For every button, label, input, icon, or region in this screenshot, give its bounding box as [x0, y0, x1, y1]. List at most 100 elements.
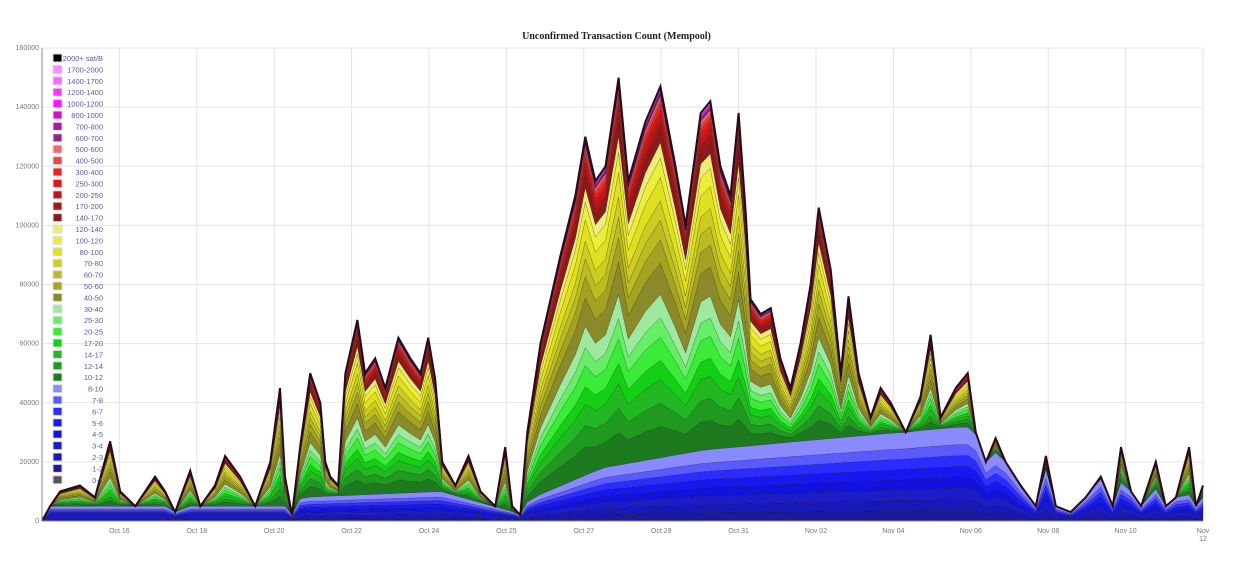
- legend-swatch: [52, 87, 63, 97]
- area-band-60-70: [41, 217, 1204, 522]
- legend-label: 14-17: [84, 350, 103, 359]
- legend-label: 2-3: [92, 453, 103, 462]
- area-band-7-8: [41, 444, 1204, 522]
- legend-swatch: [52, 144, 63, 154]
- legend-swatch: [52, 201, 63, 211]
- legend-label: 80-100: [80, 248, 103, 257]
- legend-label: 10-12: [84, 373, 103, 382]
- legend-swatch: [52, 452, 63, 462]
- legend-swatch: [52, 429, 63, 439]
- x-tick-label: Oct 16: [109, 528, 130, 535]
- legend-label: 800-1000: [71, 111, 103, 120]
- y-tick-label: 140000: [16, 104, 39, 111]
- legend-label: 700-800: [75, 122, 103, 131]
- legend-swatch: [52, 304, 63, 314]
- legend-swatch: [52, 235, 63, 245]
- x-tick-label: Oct 31: [728, 528, 749, 535]
- legend-label: 30-40: [84, 305, 103, 314]
- area-band-30-40: [41, 293, 1204, 522]
- legend-swatch: [52, 372, 63, 382]
- x-tick-label: Nov: [1197, 528, 1210, 535]
- y-tick-label: 60000: [20, 341, 40, 348]
- legend-label: 3-4: [92, 442, 103, 451]
- legend-swatch: [52, 99, 63, 109]
- legend-label: 0-1: [92, 476, 103, 485]
- x-tick-label: Nov 04: [882, 528, 904, 535]
- x-tick-label: 12: [1199, 536, 1207, 543]
- legend-label: 1-2: [92, 464, 103, 473]
- legend-swatch: [52, 292, 63, 302]
- legend-label: 4-5: [92, 430, 103, 439]
- x-tick-label: Oct 27: [573, 528, 594, 535]
- legend-swatch: [52, 418, 63, 428]
- legend-swatch: [52, 224, 63, 234]
- legend-swatch: [52, 361, 63, 371]
- x-tick-label: Nov 10: [1115, 528, 1137, 535]
- y-tick-label: 160000: [16, 45, 39, 52]
- x-tick-label: Nov 02: [805, 528, 827, 535]
- legend-label: 120-140: [75, 225, 103, 234]
- legend-label: 5-6: [92, 419, 103, 428]
- area-band-5-6: [41, 466, 1204, 522]
- legend-swatch: [52, 190, 63, 200]
- legend-label: 1200-1400: [67, 88, 103, 97]
- legend-label: 25-30: [84, 316, 103, 325]
- y-tick-label: 0: [35, 518, 39, 525]
- area-band-14-17: [41, 376, 1204, 522]
- legend-swatch: [52, 315, 63, 325]
- legend-swatch: [52, 463, 63, 473]
- legend-label: 170-200: [75, 202, 103, 211]
- legend-label: 1700-2000: [67, 65, 103, 74]
- legend-label: 50-60: [84, 282, 103, 291]
- legend-swatch: [52, 213, 63, 223]
- legend-swatch: [52, 270, 63, 280]
- x-tick-label: Oct 22: [341, 528, 362, 535]
- x-tick-label: Oct 18: [186, 528, 207, 535]
- legend-label: 17-20: [84, 339, 103, 348]
- legend-swatch: [52, 327, 63, 337]
- legend-label: 40-50: [84, 293, 103, 302]
- y-tick-label: 100000: [16, 222, 39, 229]
- chart-title: Unconfirmed Transaction Count (Mempool): [522, 31, 711, 42]
- area-band-17-20: [41, 357, 1204, 522]
- y-tick-label: 20000: [20, 459, 40, 466]
- legend-label: 250-300: [75, 179, 103, 188]
- legend-swatch: [52, 64, 63, 74]
- legend-swatch: [52, 110, 63, 120]
- legend-label: 12-14: [84, 362, 103, 371]
- y-tick-label: 120000: [16, 163, 39, 170]
- total-outline: [41, 77, 1204, 522]
- area-band-50-60: [41, 237, 1204, 522]
- legend-swatch: [52, 156, 63, 166]
- legend-label: 500-600: [75, 145, 103, 154]
- legend-label: 60-70: [84, 271, 103, 280]
- legend-label: 2000+ sat/B: [63, 54, 103, 63]
- legend-label: 100-120: [75, 236, 103, 245]
- area-band-40-50: [41, 261, 1204, 522]
- area-band-6-7: [41, 455, 1204, 522]
- area-band-20-25: [41, 335, 1204, 522]
- x-tick-label: Oct 24: [419, 528, 440, 535]
- x-tick-label: Nov 06: [960, 528, 982, 535]
- area-band-80-100: [41, 172, 1204, 522]
- x-tick-label: Oct 29: [651, 528, 672, 535]
- legend-label: 1400-1700: [67, 77, 103, 86]
- legend-label: 200-250: [75, 191, 103, 200]
- legend-swatch: [52, 121, 63, 131]
- legend-swatch: [52, 281, 63, 291]
- legend-swatch: [52, 53, 63, 63]
- legend-swatch: [52, 441, 63, 451]
- legend-swatch: [52, 384, 63, 394]
- area-band-25-30: [41, 317, 1204, 522]
- area-band-3-4: [41, 487, 1204, 522]
- legend-label: 70-80: [84, 259, 103, 268]
- legend-label: 20-25: [84, 328, 103, 337]
- legend-label: 7-8: [92, 396, 103, 405]
- x-tick-label: Oct 20: [264, 528, 285, 535]
- area-band-8-10: [41, 426, 1204, 522]
- y-tick-label: 40000: [20, 400, 40, 407]
- area-band-70-80: [41, 196, 1204, 522]
- legend-swatch: [52, 76, 63, 86]
